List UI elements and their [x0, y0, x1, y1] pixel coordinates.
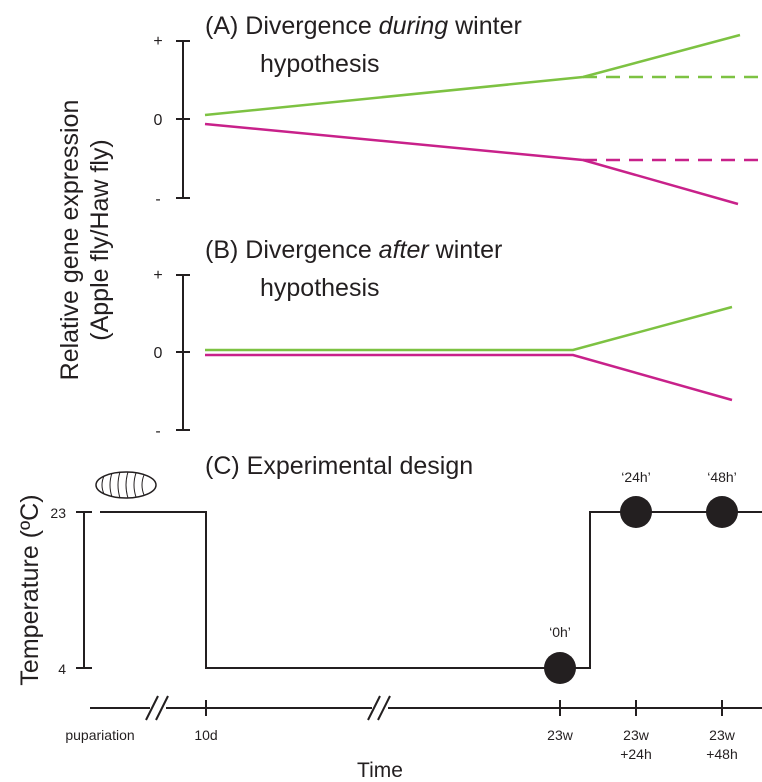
tick-label: + [153, 33, 162, 50]
panel-a: (A) Divergence during winter hypothesis … [153, 12, 760, 208]
pupa-icon [96, 472, 156, 498]
tick-label: + [153, 267, 162, 284]
time-label: 23w [709, 727, 736, 743]
x-axis-title: Time [357, 759, 403, 782]
panel-title: hypothesis [260, 274, 380, 302]
tick-label: 23 [50, 505, 66, 521]
tick-label: - [155, 423, 160, 440]
time-label: +48h [706, 746, 738, 762]
tick-label: 0 [154, 345, 163, 362]
time-label: 23w [623, 727, 650, 743]
apple-line [205, 307, 732, 350]
sample-label: ‘0h’ [549, 624, 571, 640]
sample-point [620, 496, 652, 528]
time-label: 23w [547, 727, 574, 743]
y-label-line: (Apple fly/Haw fly) [86, 139, 114, 340]
haw-line [205, 124, 738, 204]
panel-title: (B) Divergence after winter [205, 236, 502, 264]
time-label: +24h [620, 746, 652, 762]
tick-label: 0 [154, 112, 163, 129]
time-label: 10d [194, 727, 217, 743]
y-label-line: Relative gene expression [56, 100, 84, 381]
time-axis [90, 696, 762, 720]
sample-label: ‘24h’ [621, 469, 651, 485]
temperature-profile [100, 512, 762, 668]
sample-point [544, 652, 576, 684]
time-label: pupariation [65, 727, 134, 743]
y-axis-label: Temperature (ºC) [16, 494, 44, 685]
panel-title: hypothesis [260, 50, 380, 78]
tick-label: 4 [58, 661, 66, 677]
y-axis-label: Relative gene expression (Apple fly/Haw … [56, 100, 114, 381]
panel-b: (B) Divergence after winter hypothesis +… [153, 236, 732, 440]
sample-label: ‘48h’ [707, 469, 737, 485]
panel-c: (C) Experimental design Temperature (ºC)… [16, 452, 762, 782]
haw-line [205, 355, 732, 400]
panel-title: (C) Experimental design [205, 452, 473, 480]
sample-point [706, 496, 738, 528]
figure: Relative gene expression (Apple fly/Haw … [0, 0, 762, 782]
panel-title: (A) Divergence during winter [205, 12, 522, 40]
tick-label: - [155, 191, 160, 208]
